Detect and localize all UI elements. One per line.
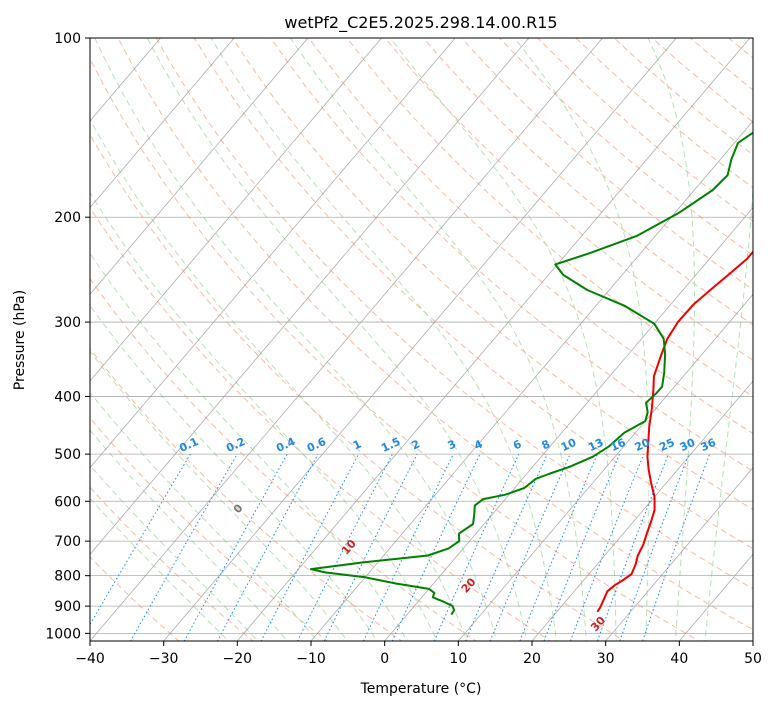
mixing-ratio-line xyxy=(130,453,238,641)
y-axis-label: Pressure (hPa) xyxy=(12,290,28,390)
mixing-ratio-line xyxy=(260,453,360,641)
isotherm xyxy=(457,293,753,641)
x-tick-label: 50 xyxy=(744,651,762,667)
y-tick-label: 200 xyxy=(54,210,81,226)
moist-adiabat xyxy=(90,252,408,641)
temperature-line xyxy=(596,250,753,613)
x-tick-label: 10 xyxy=(449,651,467,667)
moist-adiabat xyxy=(94,38,498,641)
moist-adiabat xyxy=(90,429,289,641)
profiles xyxy=(310,131,753,616)
x-tick-label: 20 xyxy=(523,651,541,667)
dry-adiabat xyxy=(308,38,753,435)
isotherm xyxy=(531,380,753,641)
mixing-ratio-line xyxy=(433,453,520,641)
x-tick-label: 30 xyxy=(597,651,615,667)
moist-adiabat xyxy=(90,191,438,641)
dry-adiabat xyxy=(117,38,753,631)
y-tick-label: 700 xyxy=(54,534,81,550)
isotherm xyxy=(90,38,604,641)
dry-adiabat xyxy=(90,57,700,641)
axis-ticks: −40 −30 −20 −10 0 10 20 30 40 50 100 200 300 400 500 60… xyxy=(45,31,762,667)
dewpoint-line xyxy=(310,131,753,616)
dry-adiabat xyxy=(90,133,626,641)
chart-title: wetPf2_C2E5.2025.298.14.00.R15 xyxy=(284,13,557,33)
x-tick-label: −10 xyxy=(296,651,326,667)
dry-adiabat xyxy=(90,556,180,641)
mixing-ratio-label: 20 xyxy=(633,436,653,454)
mixing-ratio-label: 16 xyxy=(608,436,628,454)
moist-adiabat xyxy=(90,304,378,641)
isotherm xyxy=(605,467,753,641)
moist-adiabat xyxy=(289,38,587,641)
y-tick-label: 100 xyxy=(54,31,81,47)
mixing-ratio-line xyxy=(596,453,669,641)
plot-frame xyxy=(89,37,754,642)
moist-adiabat xyxy=(514,38,650,641)
dry-adiabat xyxy=(90,417,329,641)
mixing-ratio-label: 30 xyxy=(678,436,698,454)
background-lines xyxy=(90,38,753,641)
x-tick-label: −40 xyxy=(75,651,105,667)
moist-adiabat xyxy=(389,38,617,641)
mixing-ratio-line xyxy=(569,453,645,641)
mixing-ratio-line xyxy=(642,453,711,641)
mixing-ratio-label: 13 xyxy=(586,436,605,454)
moist-adiabat xyxy=(210,38,558,641)
isotherm xyxy=(90,38,456,469)
y-tick-label: 400 xyxy=(54,389,81,405)
x-tick-label: 40 xyxy=(670,651,688,667)
y-tick-label: 900 xyxy=(54,599,81,615)
mixing-ratio-label: 25 xyxy=(657,436,676,454)
isotherm xyxy=(90,38,235,209)
mixing-ratio-label: 10 xyxy=(559,436,579,454)
moist-adiabat xyxy=(647,38,695,641)
isotherm xyxy=(384,207,753,641)
isotherm xyxy=(163,38,677,641)
mixing-ratio-line xyxy=(296,453,393,641)
moist-adiabat xyxy=(90,118,468,641)
mixing-ratio-line xyxy=(323,453,418,641)
mixing-ratio-line xyxy=(619,453,690,641)
y-tick-label: 500 xyxy=(54,447,81,463)
isotherm xyxy=(90,38,530,555)
isotherm xyxy=(236,38,751,641)
y-tick-label: 1000 xyxy=(45,626,81,642)
dry-adiabat xyxy=(90,277,477,641)
x-tick-label: −30 xyxy=(149,651,179,667)
isotherm xyxy=(90,38,162,122)
mixing-ratio-label: 36 xyxy=(699,436,719,454)
x-axis-label: Temperature (°C) xyxy=(360,681,482,697)
dry-adiabat xyxy=(422,38,753,326)
dry-adiabat xyxy=(155,38,753,590)
dry-adiabat xyxy=(346,38,753,398)
y-tick-label: 300 xyxy=(54,315,81,331)
moist-adiabat xyxy=(90,391,319,641)
x-tick-label: 0 xyxy=(380,651,389,667)
isotherm xyxy=(90,38,309,295)
y-tick-label: 800 xyxy=(54,569,81,585)
isotherm xyxy=(310,120,753,641)
moist-adiabat xyxy=(90,350,348,641)
isotherm xyxy=(90,38,383,382)
moist-adiabat xyxy=(146,38,528,641)
dry-adiabat xyxy=(384,38,753,361)
x-tick-label: −20 xyxy=(223,651,253,667)
dry-adiabat xyxy=(231,38,753,511)
moist-adiabat xyxy=(704,182,753,641)
mixing-ratio-line xyxy=(543,453,620,641)
y-tick-label: 600 xyxy=(54,494,81,510)
dry-adiabat xyxy=(90,486,254,641)
